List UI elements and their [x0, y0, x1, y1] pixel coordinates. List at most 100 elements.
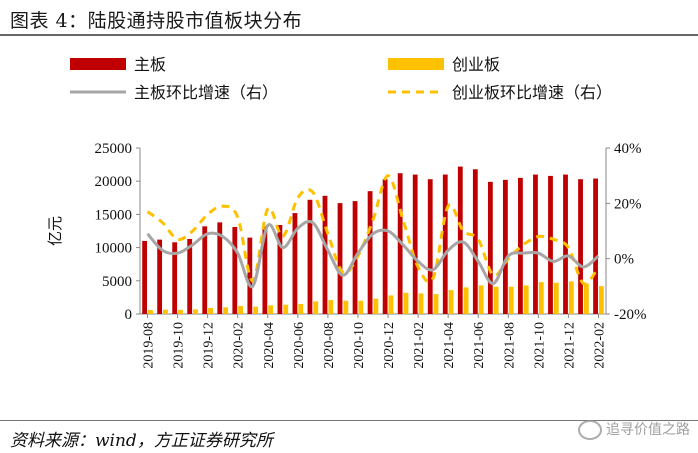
left-tick-label: 0: [125, 307, 133, 323]
gem-board-bar: [463, 287, 469, 314]
legend-main-swatch: [70, 58, 126, 70]
axis-labels: 0 5000 10000 15000 20000 25000 -20% 0% 20% 40% 亿元 2…: [46, 141, 647, 369]
main-board-bar: [472, 169, 478, 314]
gem-board-bar: [313, 301, 319, 314]
gem-board-bar: [208, 308, 213, 314]
growth-lines: [146, 174, 600, 289]
x-tick-label: 2021-06: [472, 322, 487, 369]
main-board-bar: [322, 195, 328, 314]
main-board-bar: [172, 242, 178, 314]
x-tick-label: 2019-12: [202, 322, 217, 369]
gem-board-bar: [148, 310, 153, 314]
legend-gem-swatch: [388, 58, 444, 70]
footer-rule: [0, 420, 698, 421]
right-tick-label: -20%: [614, 307, 647, 323]
gem-board-bar: [178, 309, 183, 314]
left-tick-label: 20000: [95, 174, 133, 190]
main-board-bar: [217, 222, 223, 314]
main-board-bars: [142, 166, 598, 314]
x-tick-label: 2020-06: [292, 322, 307, 369]
chart-title: 图表 4：陆股通持股市值板块分布: [10, 10, 303, 32]
gem-board-bar: [583, 283, 589, 314]
main-board-bar: [548, 175, 553, 314]
main-board-bar: [427, 179, 433, 314]
gem-board-bar: [553, 282, 559, 314]
main-board-bar: [518, 177, 523, 314]
gem-board-bar: [388, 295, 394, 314]
main-board-bar: [412, 174, 418, 314]
x-tick-label: 2021-04: [442, 322, 457, 369]
right-tick-label: 0%: [614, 252, 634, 268]
main-board-bar: [262, 226, 268, 314]
gem-board-bar: [433, 294, 439, 314]
wechat-logo-icon: [578, 420, 602, 440]
gem-board-bar: [508, 286, 514, 314]
main-board-bar: [502, 179, 508, 314]
source-note: 资料来源：wind，方正证券研究所: [10, 431, 273, 451]
main-board-bar: [142, 240, 148, 314]
left-tick-label: 25000: [95, 141, 133, 157]
gem-growth-line: [146, 174, 600, 286]
gem-board-bar: [598, 286, 604, 314]
gem-board-bars: [148, 281, 604, 314]
main-growth-line: [146, 219, 600, 289]
watermark: 追寻价值之路: [578, 419, 690, 440]
title-rule: [0, 34, 698, 36]
left-tick-label: 15000: [95, 207, 133, 223]
y-axis-label: 亿元: [46, 216, 64, 246]
legend-gem-line-label: 创业板环比增速（右）: [452, 83, 612, 102]
x-tick-label: 2020-10: [352, 322, 367, 369]
main-board-bar: [232, 227, 238, 314]
watermark-text: 追寻价值之路: [606, 422, 690, 438]
main-board-bar: [593, 178, 598, 314]
gem-board-bar: [373, 298, 379, 314]
gem-board-bar: [298, 304, 304, 314]
main-board-bar: [307, 199, 313, 314]
right-tick-label: 40%: [614, 141, 642, 157]
gem-board-bar: [163, 309, 168, 314]
x-tick-label: 2021-02: [412, 322, 427, 369]
gem-board-bar: [268, 305, 274, 314]
gem-board-bar: [253, 306, 259, 314]
x-tick-label: 2021-10: [532, 322, 547, 369]
gem-board-bar: [328, 300, 334, 314]
x-tick-label: 2019-10: [172, 322, 187, 369]
gem-board-bar: [358, 300, 364, 314]
main-board-bar: [157, 239, 163, 314]
x-tick-label: 2020-12: [382, 322, 397, 369]
x-tick-label: 2021-12: [562, 322, 577, 369]
main-board-bar: [487, 181, 493, 314]
main-board-bar: [292, 213, 298, 314]
gem-board-bar: [193, 309, 198, 314]
main-board-bar: [202, 226, 208, 314]
gem-board-bar: [493, 286, 499, 314]
gem-board-bar: [403, 292, 409, 314]
gem-board-bar: [343, 300, 349, 314]
main-board-bar: [337, 203, 343, 314]
gem-board-bar: [283, 304, 289, 314]
main-board-bar: [382, 179, 388, 314]
gem-board-bar: [568, 281, 574, 314]
x-tick-label: 2020-02: [232, 322, 247, 369]
gem-board-bar: [538, 282, 544, 314]
gem-board-bar: [478, 285, 484, 314]
legend-main-line-label: 主板环比增速（右）: [134, 83, 278, 102]
right-tick-label: 20%: [614, 196, 642, 212]
gem-board-bar: [238, 306, 244, 314]
left-tick-label: 5000: [102, 274, 132, 290]
main-board-bar: [187, 238, 193, 314]
left-tick-label: 10000: [95, 241, 133, 257]
x-tick-label: 2019-08: [142, 322, 157, 369]
legend-main-label: 主板: [134, 55, 166, 74]
main-board-bar: [533, 174, 538, 314]
x-tick-label: 2021-08: [502, 322, 517, 369]
main-board-bar: [277, 225, 283, 314]
x-tick-label: 2022-02: [592, 322, 607, 369]
gem-board-bar: [448, 290, 454, 314]
gem-board-bar: [223, 307, 228, 314]
main-board-bar: [442, 174, 448, 314]
x-tick-label: 2020-08: [322, 322, 337, 369]
gem-board-bar: [523, 285, 529, 314]
main-board-bar: [578, 179, 583, 314]
legend-gem-label: 创业板: [452, 55, 500, 74]
